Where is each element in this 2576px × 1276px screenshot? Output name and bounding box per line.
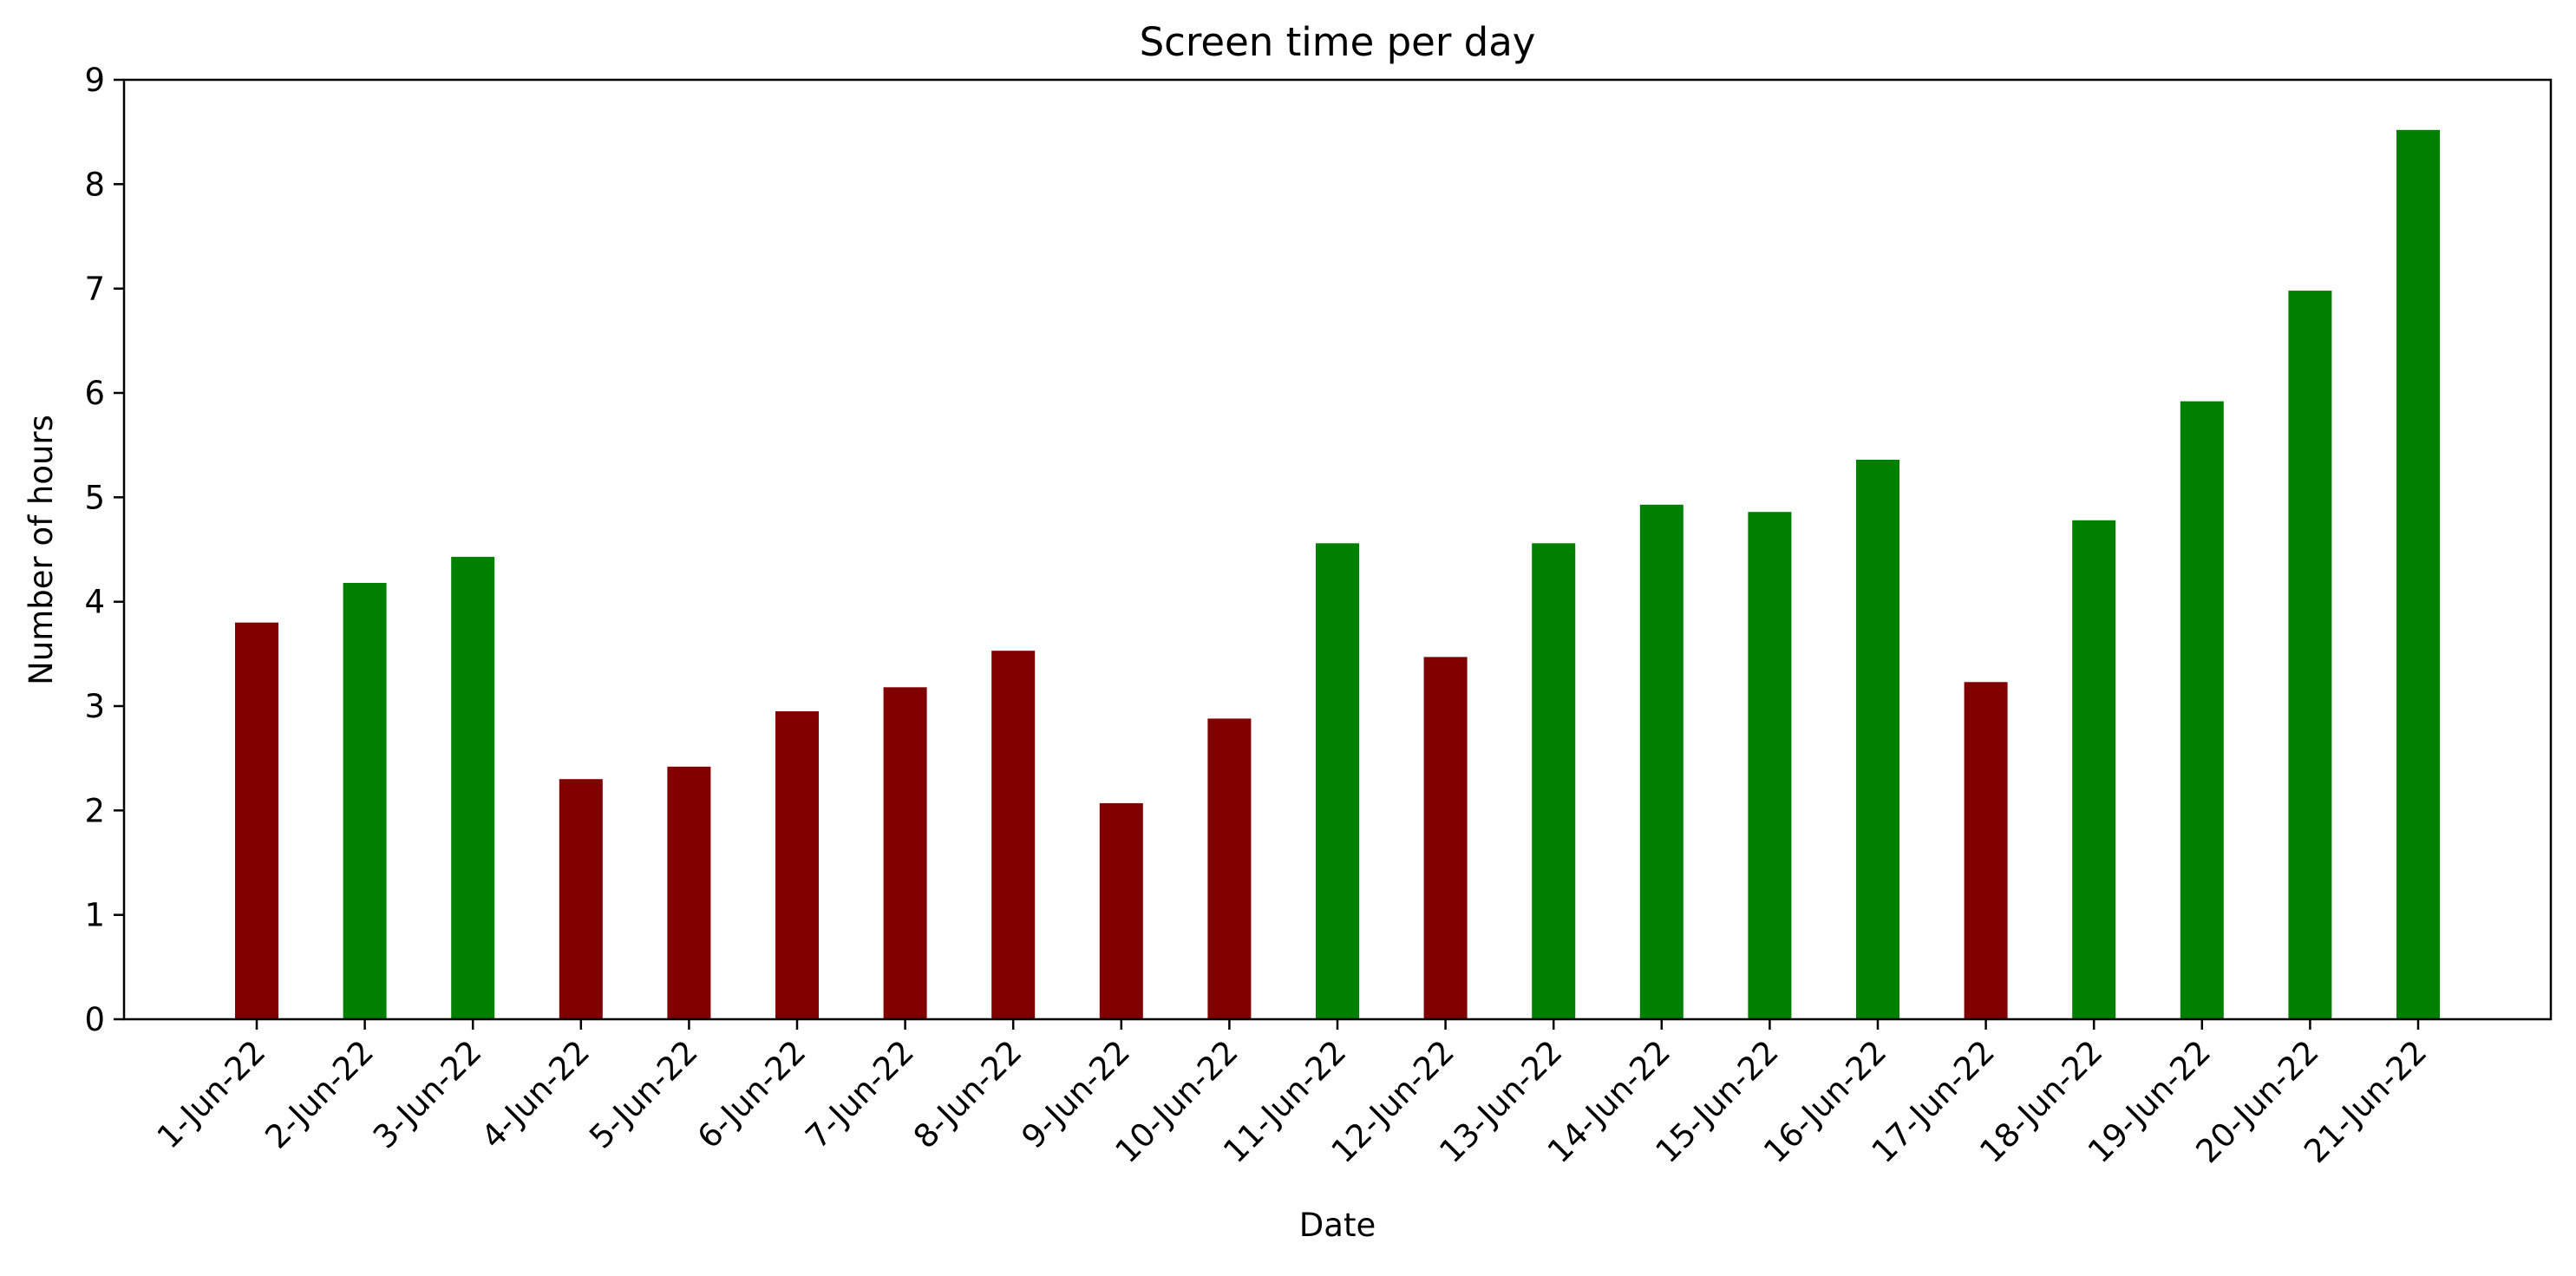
bar-4-Jun-22: [559, 779, 603, 1019]
bar-15-Jun-22: [1748, 512, 1792, 1019]
y-axis-label: Number of hours: [23, 415, 60, 685]
bar-10-Jun-22: [1207, 718, 1252, 1019]
plot-frame: [122, 78, 2553, 1021]
bar-17-Jun-22: [1964, 682, 2008, 1019]
bar-16-Jun-22: [1856, 460, 1899, 1019]
bar-2-Jun-22: [343, 583, 387, 1019]
bar-14-Jun-22: [1639, 504, 1684, 1019]
y-tick-label: 7: [84, 271, 105, 308]
y-tick-label: 9: [84, 62, 105, 99]
bar-11-Jun-22: [1316, 543, 1359, 1019]
y-axis-ticks: 0 1 2 3 4 5 6 7 8 9: [84, 62, 124, 1038]
y-tick-label: 8: [84, 166, 105, 203]
bar-20-Jun-22: [2288, 291, 2332, 1020]
bar-12-Jun-22: [1423, 657, 1468, 1019]
y-tick-label: 0: [84, 1001, 105, 1038]
bar-5-Jun-22: [667, 766, 711, 1019]
bar-3-Jun-22: [451, 556, 495, 1019]
y-tick-label: 3: [84, 688, 105, 725]
bar-1-Jun-22: [235, 622, 278, 1019]
y-tick-label: 1: [84, 897, 105, 934]
y-tick-label: 5: [84, 479, 105, 516]
bar-19-Jun-22: [2180, 401, 2224, 1020]
y-tick-label: 6: [84, 375, 105, 412]
bar-8-Jun-22: [991, 651, 1036, 1019]
y-tick-label: 4: [84, 584, 105, 621]
bars-group: [235, 129, 2440, 1020]
y-tick-label: 2: [84, 792, 105, 829]
bar-6-Jun-22: [775, 711, 819, 1019]
bar-13-Jun-22: [1532, 543, 1576, 1019]
bar-21-Jun-22: [2396, 129, 2440, 1019]
bar-7-Jun-22: [883, 687, 927, 1019]
chart-title: Screen time per day: [1140, 19, 1536, 65]
x-axis-label: Date: [1299, 1207, 1376, 1244]
bar-18-Jun-22: [2072, 520, 2116, 1019]
bar-9-Jun-22: [1099, 802, 1143, 1019]
